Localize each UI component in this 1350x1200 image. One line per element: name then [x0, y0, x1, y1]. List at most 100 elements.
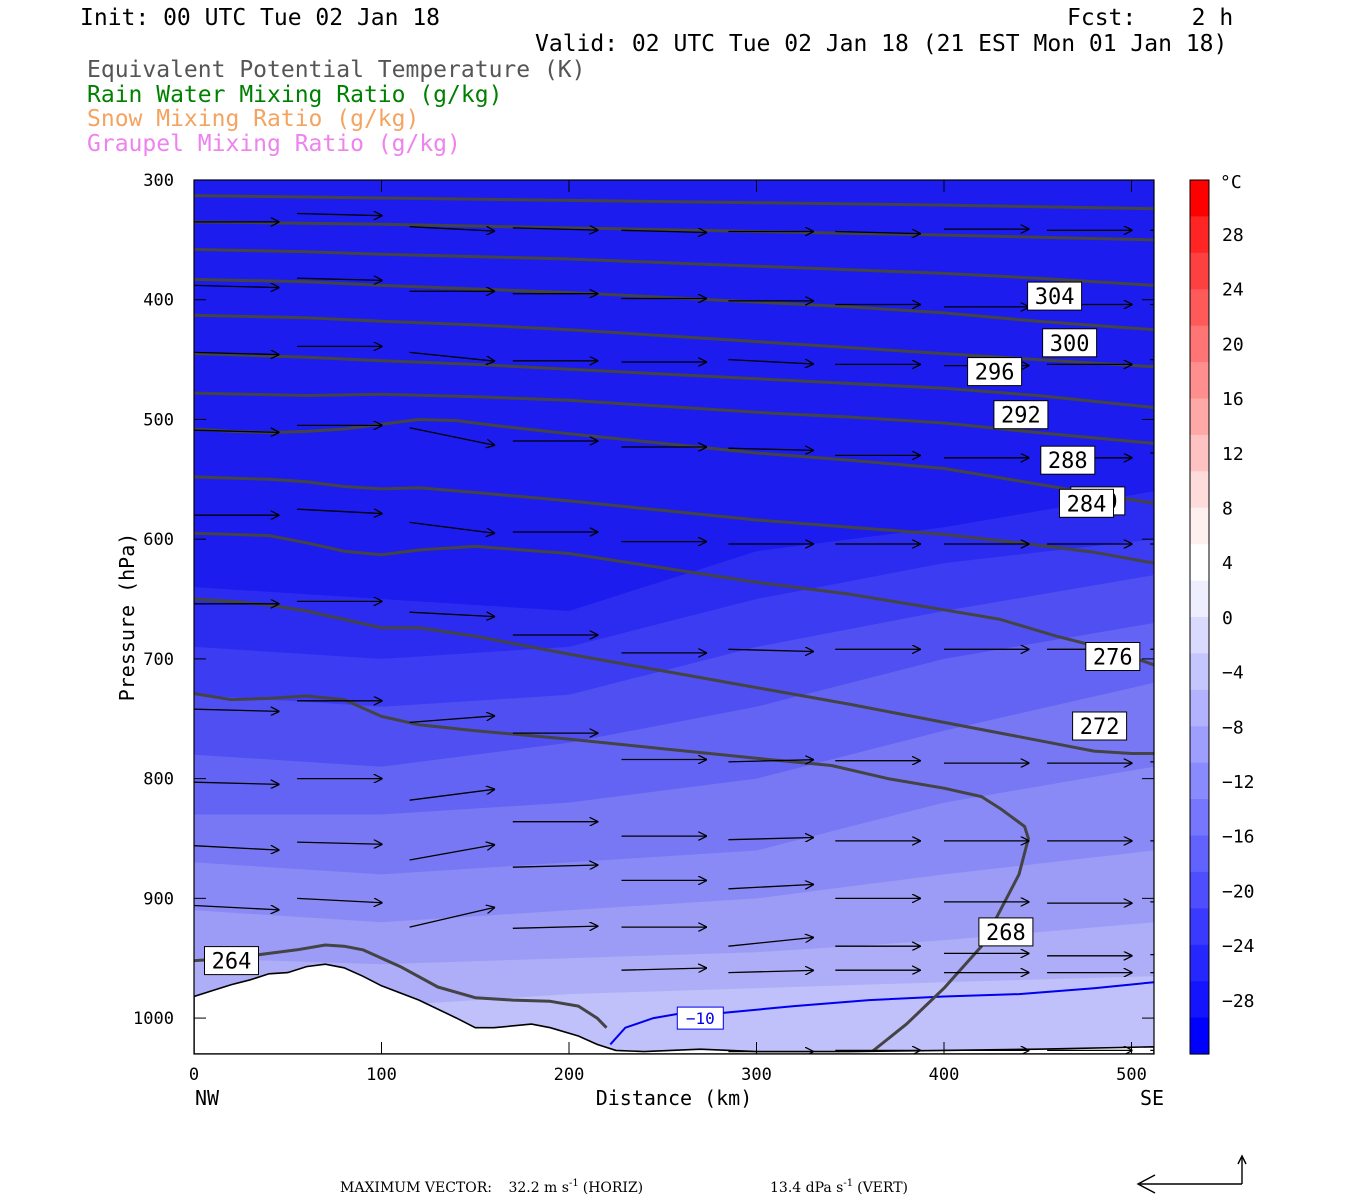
wind-vector-101 — [728, 970, 814, 972]
wind-vector-41 — [297, 508, 383, 513]
colorbar-swatch-18 — [1190, 835, 1209, 873]
colorbar-swatch-11 — [1190, 580, 1209, 618]
wind-vector-32 — [409, 427, 496, 446]
wind-vector-70 — [194, 782, 280, 784]
footer-vert-value: 13.4 dPa s — [770, 1180, 843, 1196]
colorbar-tick-label-13: −24 — [1222, 936, 1255, 957]
colorbar-tick-label-6: 4 — [1222, 553, 1233, 574]
wind-vector-1 — [297, 214, 383, 216]
footer-horiz-tag: (HORIZ) — [583, 1180, 643, 1196]
colorbar-swatch-13 — [1190, 653, 1209, 691]
wind-vector-10 — [194, 285, 280, 287]
colorbar-tick-label-1: 24 — [1222, 280, 1244, 301]
colorbar-swatch-15 — [1190, 726, 1209, 764]
colorbar-swatch-20 — [1190, 908, 1209, 946]
wind-vector-30 — [194, 430, 280, 432]
isotherm-label: −10 — [686, 1009, 715, 1028]
legend-rain-water: Rain Water Mixing Ratio (g/kg) — [87, 82, 503, 108]
wind-vector-6 — [835, 232, 921, 234]
colorbar-tick-label-14: −28 — [1222, 991, 1255, 1012]
contour-label-304: 304 — [1035, 285, 1075, 310]
colorbar-tick-label-9: −8 — [1222, 717, 1244, 738]
contour-label-box-296 — [967, 357, 1023, 387]
contour-label-296: 296 — [975, 361, 1015, 386]
colorbar-swatch-3 — [1190, 289, 1209, 327]
y-tick-label-800: 800 — [143, 770, 174, 790]
colorbar-tick-label-5: 8 — [1222, 499, 1233, 520]
contour-label-284: 284 — [1067, 492, 1107, 517]
wind-vector-100 — [621, 968, 708, 970]
theta-e-contour-unlabeled-11 — [194, 220, 1154, 242]
wind-vector-2 — [409, 226, 496, 231]
colorbar-swatch-8 — [1190, 471, 1209, 509]
legend-snow: Snow Mixing Ratio (g/kg) — [87, 106, 420, 132]
colorbar-tick-label-10: −12 — [1222, 772, 1255, 793]
contour-label-300: 300 — [1050, 332, 1090, 357]
x-tick-label-400: 400 — [929, 1065, 960, 1085]
contour-label-box-300 — [1042, 328, 1098, 358]
wind-vector-72 — [409, 789, 496, 801]
y-tick-label-600: 600 — [143, 530, 174, 550]
theta-e-contour-296 — [194, 313, 1154, 369]
x-axis-right-end-label: SE — [1140, 1086, 1164, 1110]
theta-e-contour-264 — [194, 943, 608, 1029]
y-tick-label-300: 300 — [143, 171, 174, 191]
footer-max-vector-label: MAXIMUM VECTOR: — [340, 1180, 492, 1196]
colorbar-swatch-4 — [1190, 325, 1209, 363]
y-tick-label-900: 900 — [143, 889, 174, 909]
colorbar-swatch-9 — [1190, 507, 1209, 545]
colorbar-tick-label-2: 20 — [1222, 334, 1244, 355]
wind-vector-80 — [194, 845, 280, 850]
wind-vectors — [194, 214, 1154, 1052]
wind-vector-81 — [297, 842, 383, 844]
wind-vector-85 — [728, 884, 814, 890]
colorbar-swatch-23 — [1190, 1017, 1209, 1055]
contour-label-292: 292 — [1001, 404, 1041, 429]
valid-time: Valid: 02 UTC Tue 02 Jan 18 (21 EST Mon … — [535, 31, 1228, 57]
wind-vector-3 — [512, 228, 599, 230]
plot-frame — [193, 179, 1155, 1055]
theta-e-contour-276 — [194, 531, 1154, 667]
wind-vector-62 — [409, 716, 496, 724]
contour-label-268: 268 — [986, 921, 1026, 946]
isotherm-contours — [609, 981, 1154, 1046]
theta-e-contour-284 — [194, 418, 1154, 505]
wind-vector-65 — [728, 760, 814, 762]
wind-vector-60 — [194, 709, 280, 711]
colorbar-swatch-2 — [1190, 252, 1209, 290]
wind-vector-93 — [512, 926, 599, 928]
legend-theta-e: Equivalent Potential Temperature (K) — [87, 57, 586, 83]
x-tick-label-100: 100 — [366, 1065, 397, 1085]
colorbar-tick-label-4: 12 — [1222, 444, 1244, 465]
y-tick-label-1000: 1000 — [133, 1009, 174, 1029]
init-time: Init: 00 UTC Tue 02 Jan 18 — [80, 5, 441, 31]
contour-label-box-272 — [1072, 711, 1128, 741]
colorbar-unit-label: °C — [1220, 172, 1242, 193]
contour-label-box-276 — [1085, 642, 1141, 671]
footer-vert-vector: 13.4 dPa s-1 (VERT) — [770, 1178, 908, 1196]
x-tick-label-200: 200 — [554, 1065, 585, 1085]
wind-vector-90 — [194, 904, 280, 910]
axes: 0 100 200 300 400 500 300 400 500 600 700 800 900 100… — [133, 171, 1154, 1085]
y-tick-label-500: 500 — [143, 410, 174, 430]
forecast-hour: Fcst: 2 h — [1067, 5, 1234, 31]
colorbar-tick-label-8: −4 — [1222, 663, 1244, 684]
colorbar-swatch-16 — [1190, 762, 1209, 800]
contour-label-box-288 — [1040, 445, 1096, 475]
colorbar-tick-label-12: −20 — [1222, 881, 1255, 902]
theta-e-contour-288 — [194, 391, 1154, 445]
theta-e-contour-292 — [194, 352, 1154, 409]
wind-vector-20 — [194, 352, 280, 354]
contour-label-box-264 — [204, 946, 259, 976]
wind-vector-22 — [409, 351, 496, 361]
x-axis-left-end-label: NW — [195, 1086, 220, 1110]
colorbar-tick-label-11: −16 — [1222, 827, 1255, 848]
isotherm-label-box — [676, 1006, 724, 1030]
y-axis-title: Pressure (hPa) — [115, 533, 139, 702]
contour-label-box-292 — [993, 400, 1049, 430]
colorbar-swatch-7 — [1190, 434, 1209, 472]
contour-label-276: 276 — [1093, 646, 1133, 671]
x-tick-label-0: 0 — [189, 1065, 199, 1085]
theta-e-contour-272 — [194, 597, 1154, 755]
footer-max-vector: MAXIMUM VECTOR: 32.2 m s-1 (HORIZ) — [340, 1178, 643, 1196]
